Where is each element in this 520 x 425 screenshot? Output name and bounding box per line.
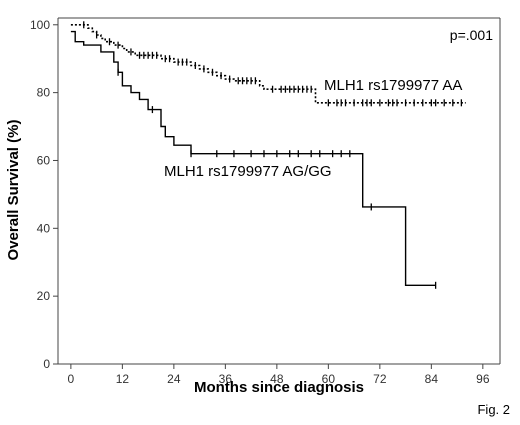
series-label-ag-gg: MLH1 rs1799977 AG/GG bbox=[164, 163, 332, 180]
x-tick-label-48: 48 bbox=[270, 372, 284, 386]
x-ticks: 0 12 24 36 48 60 72 84 96 bbox=[68, 364, 490, 386]
series-layer bbox=[70, 21, 466, 289]
figure-label: Fig. 2 bbox=[477, 402, 510, 417]
x-axis-title: Months since diagnosis bbox=[194, 379, 364, 396]
x-tick-label-84: 84 bbox=[425, 372, 439, 386]
p-value-label: p=.001 bbox=[450, 27, 493, 43]
y-tick-label-60: 60 bbox=[37, 153, 51, 167]
x-tick-label-24: 24 bbox=[167, 372, 181, 386]
y-axis-title: Overall Survival (%) bbox=[5, 120, 22, 261]
y-tick-label-100: 100 bbox=[30, 18, 50, 32]
axes bbox=[57, 17, 501, 365]
series-line-1 bbox=[70, 30, 436, 286]
y-ticks: 0 20 40 60 80 100 bbox=[30, 18, 58, 371]
y-tick-label-80: 80 bbox=[37, 86, 51, 100]
y-tick-label-20: 20 bbox=[37, 289, 51, 303]
x-tick-label-60: 60 bbox=[322, 372, 336, 386]
y-tick-label-40: 40 bbox=[37, 221, 51, 235]
series-label-aa: MLH1 rs1799977 AA bbox=[324, 77, 462, 94]
x-tick-label-72: 72 bbox=[373, 372, 387, 386]
x-tick-label-96: 96 bbox=[476, 372, 490, 386]
y-tick-label-0: 0 bbox=[43, 357, 50, 371]
x-tick-label-12: 12 bbox=[116, 372, 130, 386]
x-tick-label-36: 36 bbox=[219, 372, 233, 386]
x-tick-label-0: 0 bbox=[68, 372, 75, 386]
series-line-0 bbox=[70, 24, 466, 104]
